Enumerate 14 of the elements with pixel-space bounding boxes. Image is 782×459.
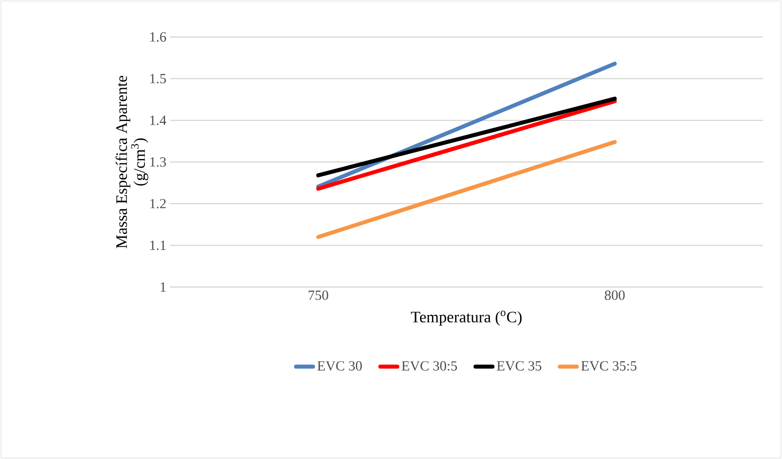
y-tick-label: 1.5 [150,74,166,84]
y-tick-label: 1.4 [150,116,166,126]
x-tick-label: 750 [308,290,328,300]
y-tick-label: 1.2 [150,198,166,208]
legend-label: EVC 35:5 [581,361,636,371]
x-tick-label: 800 [604,290,625,300]
x-axis-title: Temperatura ($^{o}$C) [410,310,522,326]
y-tick-label: 1.3 [150,157,166,167]
legend-label: EVC 30:5 [402,361,457,371]
legend-label: EVC 35 [496,361,542,371]
y-tick-label: 1 [160,282,166,292]
y-tick-label: 1.1 [150,240,166,250]
legend-label: EVC 30 [317,361,362,371]
y-tick-label: 1.6 [150,32,166,42]
